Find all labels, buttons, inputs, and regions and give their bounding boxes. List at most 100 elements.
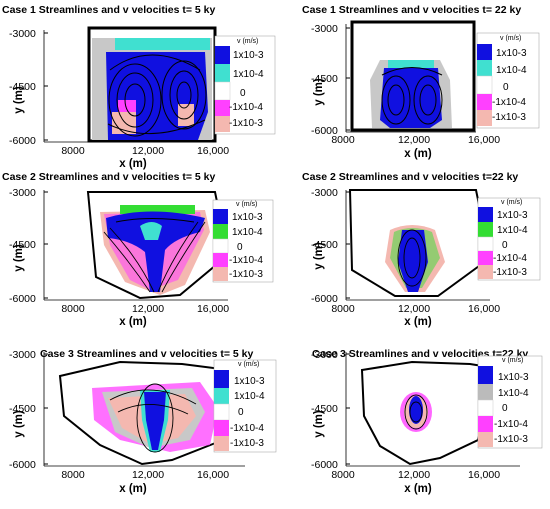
- legend-title: v (m/s): [238, 361, 259, 368]
- y-tick-label: -6000: [311, 459, 338, 471]
- legend-swatch: [477, 60, 492, 76]
- legend-swatch: [213, 209, 228, 224]
- x-tick-label: 8000: [61, 469, 85, 481]
- legend-swatch: [213, 267, 228, 281]
- streamlines: [107, 54, 207, 137]
- legend-label: 0: [503, 82, 509, 93]
- legend-label: -1x10-3: [229, 269, 263, 280]
- legend-swatch: [213, 253, 228, 267]
- legend-label: -1x10-3: [494, 434, 528, 445]
- panel-title: Case 1 Streamlines and v velocities t= 5…: [2, 4, 215, 16]
- y-tick-label: -3000: [311, 349, 338, 361]
- legend-label: 1x10-4: [232, 227, 263, 238]
- colorbar-legend: v (m/s) 1x10-3 1x10-4 0 -1x10-4 -1x10-3: [476, 32, 540, 129]
- x-axis-label: x (m): [404, 148, 432, 160]
- y-axis-label: y (m): [313, 78, 325, 106]
- panel-plot-area: -3000 -4500 -6000 y (m) 8000 12,000 16,0…: [9, 349, 248, 495]
- x-tick-label: 16,000: [468, 469, 500, 481]
- x-axis-label: x (m): [119, 483, 147, 495]
- legend-swatch: [478, 432, 493, 447]
- legend-label: 1x10-3: [233, 50, 264, 61]
- y-axis-label: y (m): [13, 86, 25, 114]
- x-tick-label: 12,000: [132, 303, 164, 315]
- x-tick-label: 8000: [331, 134, 355, 146]
- legend-swatch: [477, 110, 492, 126]
- x-tick-label: 8000: [331, 303, 355, 315]
- legend-label: 1x10-3: [232, 212, 263, 223]
- x-tick-label: 8000: [331, 469, 355, 481]
- y-tick-label: -3000: [9, 187, 36, 199]
- panel-case3-5ky: Case 3 Streamlines and v velocities t= 5…: [9, 348, 277, 495]
- legend-swatch: [478, 416, 493, 432]
- legend-swatch: [213, 403, 230, 421]
- legend-swatch: [477, 44, 492, 60]
- legend-swatch: [212, 238, 229, 254]
- legend-swatch: [477, 399, 494, 417]
- legend-swatch: [214, 436, 229, 451]
- panel-title: Case 2 Streamlines and v velocities t= 5…: [2, 171, 215, 183]
- panel-case1-5ky: Case 1 Streamlines and v velocities t= 5…: [2, 4, 276, 170]
- region-v-pos-low: [388, 60, 434, 70]
- panel-case2-22ky: Case 2 Streamlines and v velocities t=22…: [302, 171, 541, 328]
- y-tick-label: -6000: [311, 125, 338, 137]
- legend-label: -1x10-4: [493, 253, 527, 264]
- y-tick-label: -3000: [311, 23, 338, 35]
- legend-label: 1x10-3: [234, 376, 265, 387]
- y-axis-label: y (m): [313, 242, 325, 270]
- legend-swatch: [478, 222, 493, 237]
- legend-swatch: [213, 224, 228, 239]
- legend-swatch: [215, 46, 230, 64]
- panel-plot-area: -3000 -4500 -6000 y (m) 8000 12,000 16,0…: [311, 187, 500, 328]
- y-tick-label: -6000: [9, 459, 36, 471]
- y-tick-label: -6000: [311, 293, 338, 305]
- region-v-pos-high: [106, 211, 205, 292]
- region-v-neg-high: [178, 104, 194, 126]
- y-tick-label: -4500: [9, 403, 36, 415]
- legend-label: -1x10-3: [492, 112, 526, 123]
- legend-label: -1x10-4: [229, 255, 263, 266]
- legend-swatch: [478, 384, 493, 400]
- panel-title: Case 3 Streamlines and v velocities t= 5…: [40, 348, 253, 360]
- legend-label: 0: [238, 407, 244, 418]
- legend-title: v (m/s): [502, 357, 523, 364]
- legend-swatch: [476, 75, 493, 95]
- legend-swatch: [478, 265, 493, 279]
- panel-case3-22ky: Case 3 Streamlines and v velocities t=22…: [311, 348, 543, 495]
- legend-swatch: [214, 420, 229, 436]
- region-v-pos-low: [120, 205, 195, 214]
- y-axis-label: y (m): [313, 410, 325, 438]
- legend-title: v (m/s): [501, 199, 522, 206]
- colorbar-legend: v (m/s) 1x10-3 1x10-4 0 -1x10-4 -1x10-3: [214, 35, 276, 135]
- legend-swatch: [478, 366, 493, 384]
- y-tick-label: -3000: [311, 187, 338, 199]
- legend-label: -1x10-4: [494, 419, 528, 430]
- colorbar-legend: v (m/s) 1x10-3 1x10-4 0 -1x10-4 -1x10-3: [477, 355, 543, 449]
- x-tick-label: 16,000: [197, 469, 229, 481]
- legend-swatch: [478, 251, 493, 265]
- legend-swatch: [215, 116, 230, 132]
- streamlines: [397, 229, 427, 287]
- colorbar-legend: v (m/s) 1x10-3 1x10-4 0 -1x10-4 -1x10-3: [477, 197, 541, 281]
- legend-swatch: [215, 100, 230, 116]
- x-tick-label: 12,000: [132, 145, 164, 157]
- legend-label: 1x10-4: [233, 69, 264, 80]
- x-tick-label: 16,000: [468, 303, 500, 315]
- streamlines: [109, 383, 197, 453]
- region-v-pos-low-inner: [140, 222, 162, 240]
- panel-plot-area: -3000 -4500 -6000 y (m) 8000 12,000 16,0…: [9, 26, 229, 170]
- x-tick-label: 16,000: [197, 145, 229, 157]
- streamlines: [381, 67, 443, 125]
- x-tick-label: 16,000: [468, 134, 500, 146]
- legend-swatch: [214, 81, 231, 101]
- legend-title: v (m/s): [237, 38, 258, 45]
- x-axis-label: x (m): [404, 316, 432, 328]
- legend-label: 1x10-3: [497, 210, 528, 221]
- legend-label: 0: [237, 242, 243, 253]
- legend-title: v (m/s): [236, 201, 257, 208]
- streamlines: [103, 218, 206, 293]
- y-tick-label: -4500: [9, 81, 36, 93]
- colorbar-legend: v (m/s) 1x10-3 1x10-4 0 -1x10-4 -1x10-3: [212, 199, 274, 283]
- legend-label: 1x10-3: [496, 48, 527, 59]
- panel-case2-5ky: Case 2 Streamlines and v velocities t= 5…: [2, 171, 274, 328]
- panel-case1-22ky: Case 1 Streamlines and v velocities t= 2…: [302, 4, 540, 160]
